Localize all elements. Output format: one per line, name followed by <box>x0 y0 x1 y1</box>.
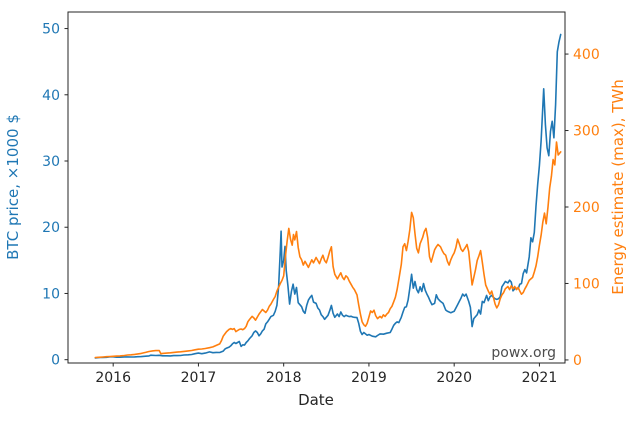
x-tick-label: 2021 <box>522 370 558 386</box>
left-tick-label: 40 <box>42 88 60 104</box>
btc-price-line <box>94 33 562 359</box>
right-tick-label: 400 <box>573 47 600 63</box>
x-tick-label: 2018 <box>266 370 302 386</box>
x-axis-label: Date <box>298 391 334 409</box>
watermark: powx.org <box>491 345 556 361</box>
right-tick-label: 100 <box>573 276 600 292</box>
x-tick-label: 2017 <box>181 370 217 386</box>
x-tick-label: 2016 <box>95 370 131 386</box>
left-tick-label: 10 <box>42 286 60 302</box>
left-tick-label: 20 <box>42 220 60 236</box>
left-axis-ticks: 0 10 20 30 40 50 <box>42 22 68 369</box>
data-series-group <box>94 33 562 359</box>
right-tick-label: 200 <box>573 200 600 216</box>
left-tick-label: 50 <box>42 22 60 38</box>
x-tick-label: 2019 <box>351 370 387 386</box>
right-tick-label: 0 <box>573 353 582 369</box>
energy-estimate-line <box>94 141 562 359</box>
left-tick-label: 30 <box>42 154 60 170</box>
right-axis-ticks: 0 100 200 300 400 <box>565 47 600 369</box>
plot-frame <box>67 11 566 364</box>
x-tick-label: 2020 <box>436 370 472 386</box>
x-axis-ticks: 2016 2017 2018 2019 2020 2021 <box>95 363 557 386</box>
right-axis-label: Energy estimate (max), TWh <box>609 79 627 294</box>
left-axis-label: BTC price, ×1000 $ <box>4 114 22 260</box>
left-tick-label: 0 <box>51 353 60 369</box>
right-tick-label: 300 <box>573 124 600 140</box>
